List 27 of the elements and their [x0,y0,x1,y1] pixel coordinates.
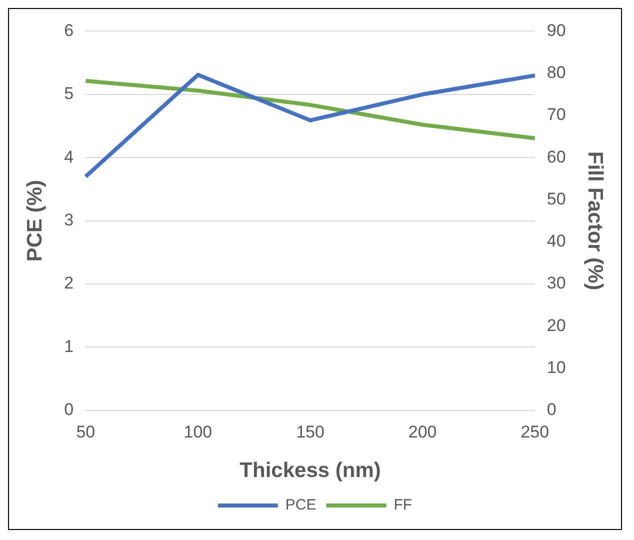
y-tick-label: 1 [64,336,74,356]
y2-tick-label: 10 [546,358,566,377]
x-tick-label: 200 [408,422,437,442]
y-tick-label: 2 [64,274,74,293]
y2-tick-label: 40 [546,232,566,251]
y-tick-label: 4 [64,147,74,166]
y-tick-label: 0 [64,400,74,420]
y2-tick-label: 80 [546,63,566,82]
y2-tick-label: 30 [546,274,566,293]
legend-label: FF [394,496,412,514]
x-tick-label: 50 [76,422,96,442]
y2-tick-label: 60 [546,147,566,166]
y-tick-label: 6 [64,20,74,40]
y-tick-label: 5 [64,84,74,104]
x-axis-title: Thickess (nm) [240,459,381,482]
y-tick-label: 3 [64,210,74,230]
y2-tick-label: 90 [546,20,566,40]
y2-tick-label: 0 [546,400,556,420]
x-tick-label: 100 [184,422,212,442]
y-axis-title: PCE (%) [23,180,46,262]
x-tick-label: 250 [520,422,550,442]
y2-tick-label: 50 [546,189,566,208]
y2-axis-title: Fill Factor (%) [584,151,607,290]
legend-label: PCE [285,496,316,514]
y2-tick-label: 20 [546,316,566,335]
y2-tick-label: 70 [546,105,566,124]
x-tick-label: 150 [296,422,324,442]
